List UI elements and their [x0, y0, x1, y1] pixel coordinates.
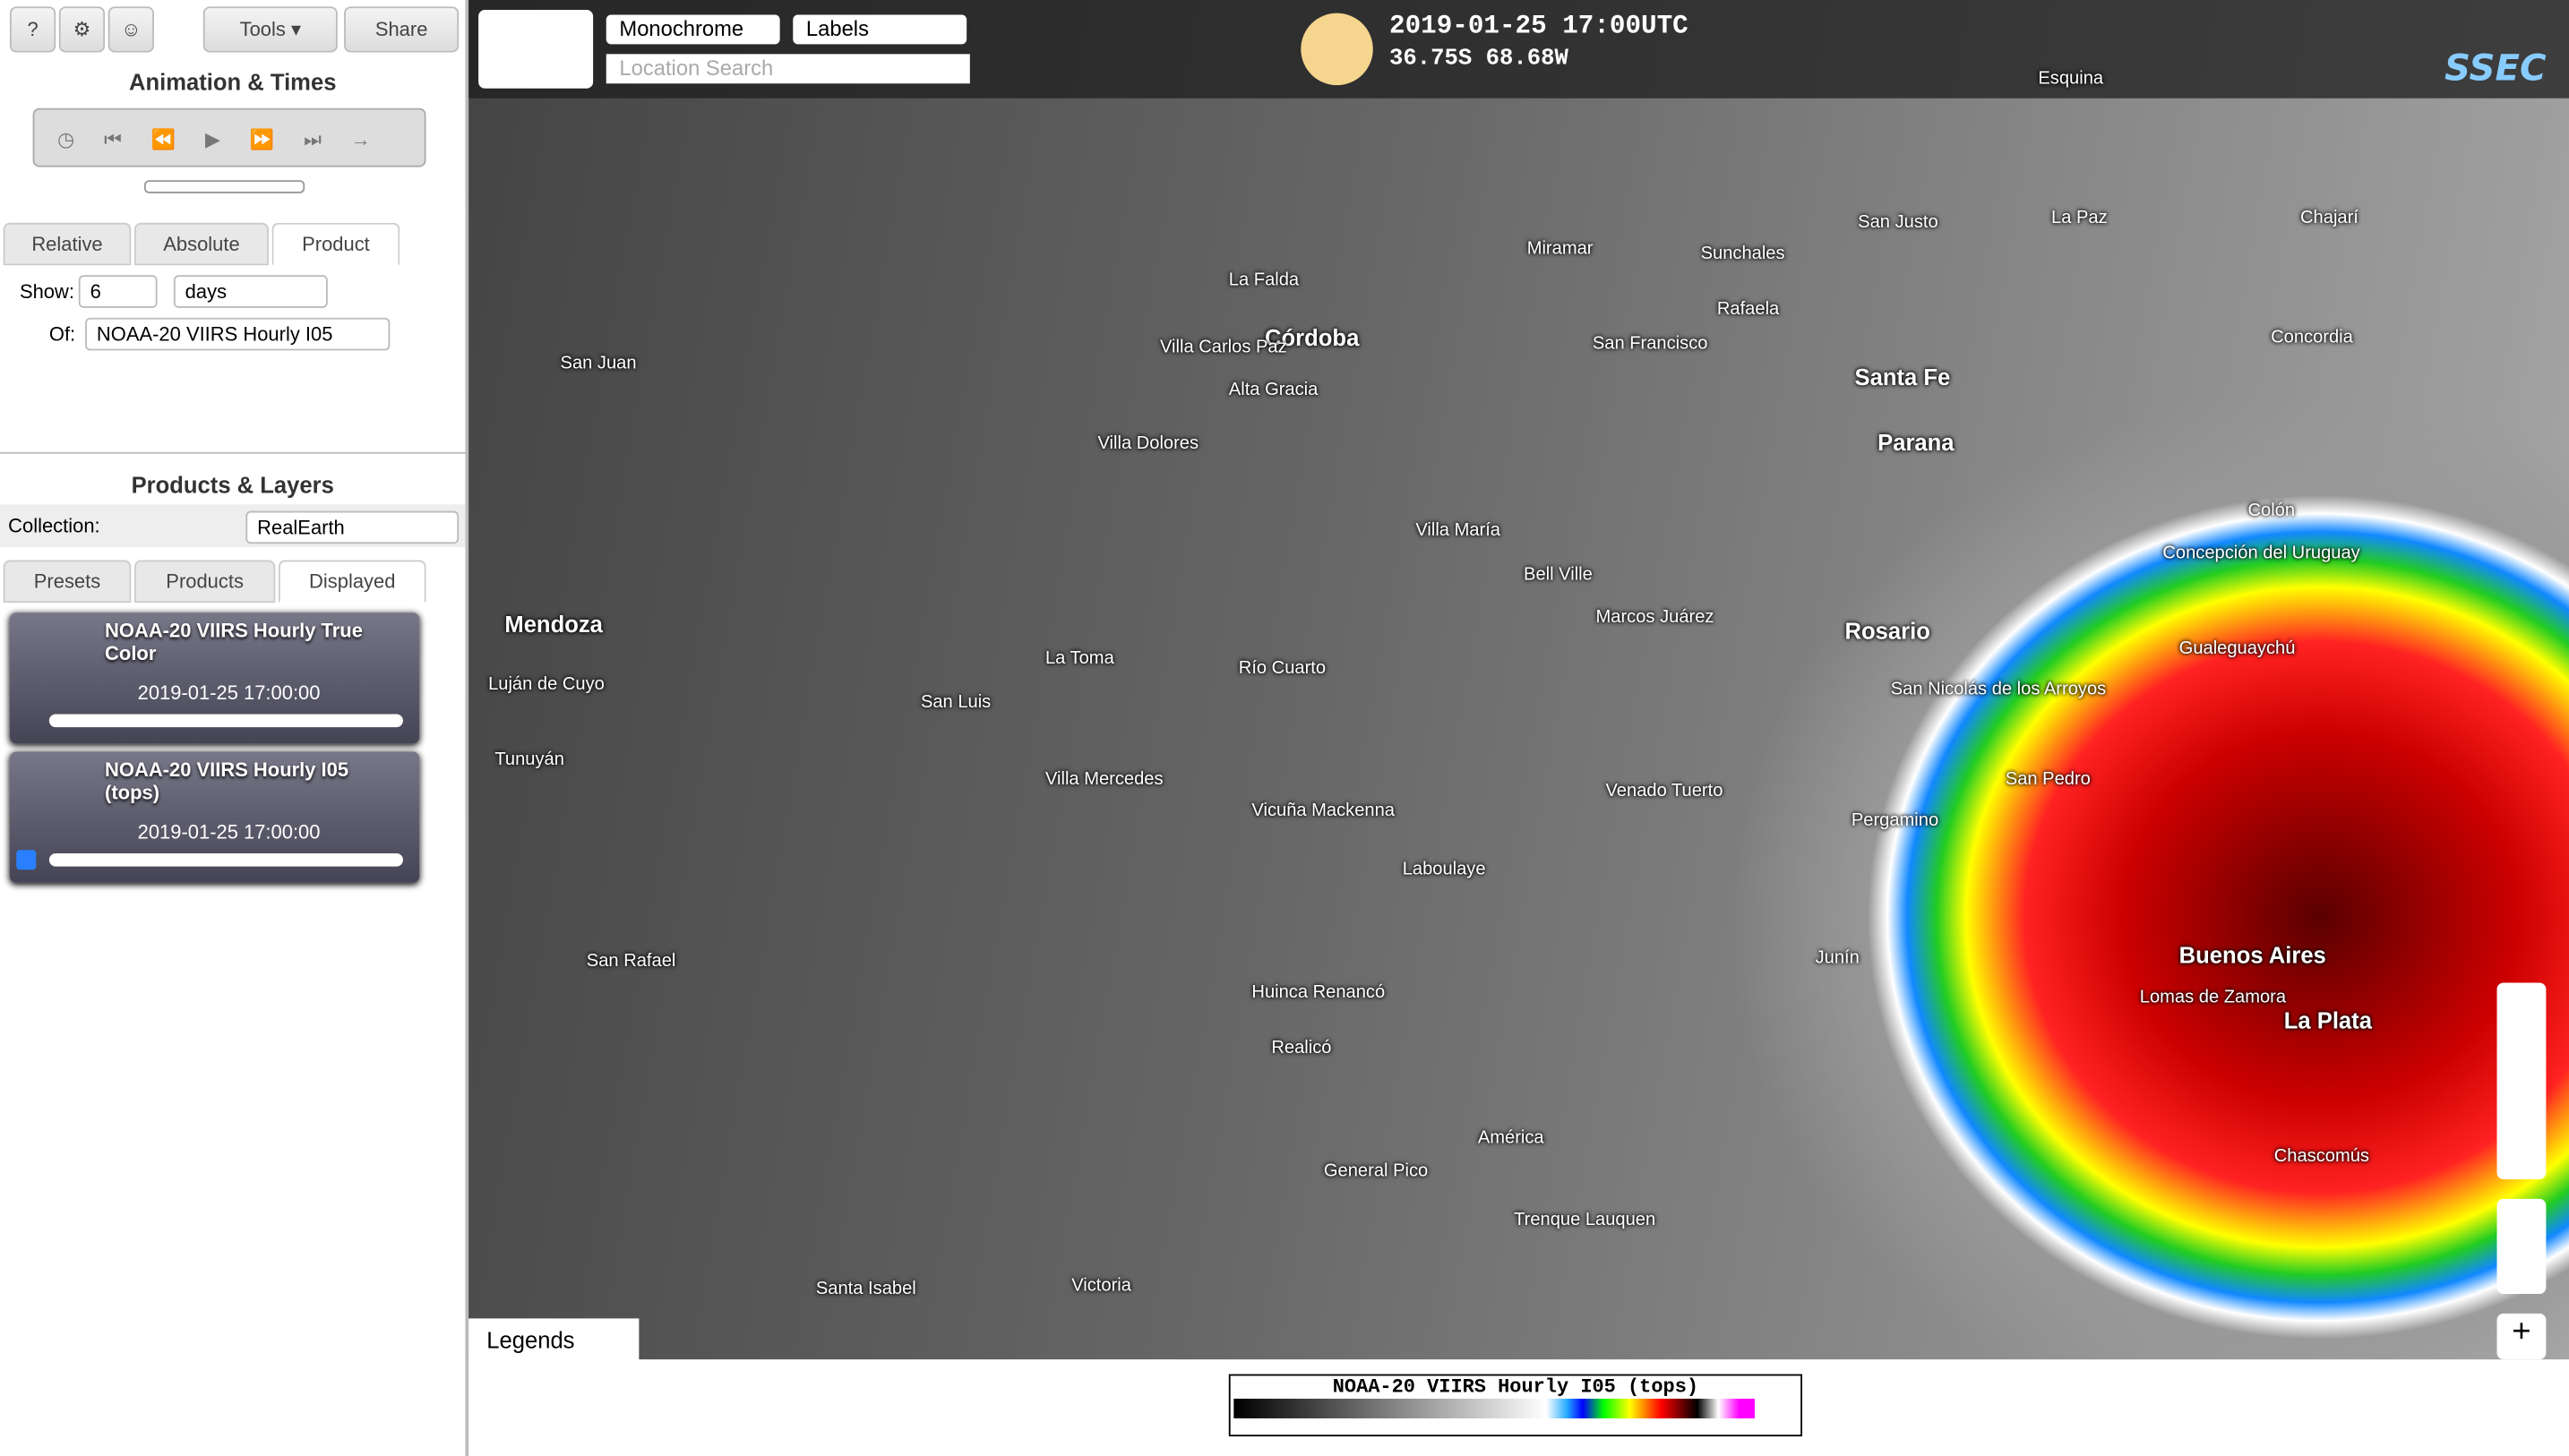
map-label: Luján de Cuyo — [488, 674, 605, 695]
location-search[interactable]: Location Search — [606, 54, 970, 84]
tab[interactable]: Absolute — [133, 222, 269, 266]
tab[interactable]: Relative — [3, 222, 132, 266]
coords: 36.75S 68.68W — [1389, 46, 1568, 73]
map-label: San Francisco — [1592, 334, 1708, 355]
map-label: Trenque Lauquen — [1514, 1210, 1656, 1230]
map-label: La Falda — [1228, 270, 1300, 290]
animation-controls[interactable]: ◷⏮⏪▶⏩⏭→ — [32, 107, 426, 167]
map-label: Realicó — [1271, 1038, 1332, 1058]
map-label: Chajarí — [2300, 208, 2358, 228]
map-label: Sunchales — [1700, 244, 1785, 264]
of-label: Of: — [48, 322, 76, 346]
map-label: San Juan — [560, 354, 637, 374]
settings-button[interactable]: ⚙ — [58, 6, 106, 53]
style-select[interactable]: Monochrome — [606, 14, 780, 45]
logo: SSEC — [2444, 48, 2547, 90]
datetime: 2019-01-25 17:00UTC — [1389, 11, 1688, 41]
map[interactable]: Monochrome Labels Location Search 2019-0… — [468, 0, 2569, 1360]
map-label: San Luis — [920, 692, 992, 713]
zoom-in[interactable]: + — [2496, 1313, 2547, 1360]
user-button[interactable]: ☺ — [107, 6, 154, 53]
map-label: General Pico — [1323, 1161, 1429, 1181]
legend-colorbar — [1233, 1399, 1755, 1418]
map-label: San Rafael — [586, 951, 676, 972]
map-label: Gualeguaychú — [2178, 638, 2296, 659]
show-input[interactable]: 6 — [78, 275, 158, 308]
map-label: Vicuña Mackenna — [1251, 801, 1396, 821]
edit-tools[interactable] — [2496, 1198, 2547, 1294]
collection-select[interactable]: RealEarth — [245, 510, 460, 544]
tab[interactable]: Product — [271, 222, 400, 266]
map-label: San Justo — [1858, 212, 1938, 233]
show-label: Show: — [19, 279, 74, 304]
layers-title: Products & Layers — [131, 471, 334, 499]
map-label: Buenos Aires — [2178, 941, 2326, 968]
map-label: Río Cuarto — [1238, 658, 1327, 679]
map-label: Rafaela — [1716, 299, 1780, 320]
map-label: Marcos Juárez — [1595, 607, 1714, 628]
map-label: Rosario — [1844, 617, 1930, 644]
map-label: Huinca Renancó — [1251, 982, 1386, 1003]
map-label: Lomas de Zamora — [2139, 987, 2287, 1007]
map-label: Esquina — [2038, 68, 2104, 89]
map-label: Villa Dolores — [1097, 433, 1199, 454]
map-label: Alta Gracia — [1228, 380, 1319, 400]
overlay-select[interactable]: Labels — [793, 14, 967, 45]
map-label: Mendoza — [504, 611, 603, 638]
map-label: La Plata — [2283, 1006, 2372, 1034]
legend: NOAA-20 VIIRS Hourly I05 (tops) — [1228, 1374, 1802, 1437]
map-label: San Pedro — [2005, 769, 2091, 790]
layer-name: NOAA-20 VIIRS Hourly I05 (tops) — [105, 758, 349, 805]
map-label: Bell Ville — [1524, 565, 1593, 585]
clock-icon — [1301, 13, 1373, 86]
basemap-button[interactable] — [478, 9, 594, 89]
map-label: Victoria — [1071, 1275, 1131, 1296]
tools-button[interactable]: Tools ▾ — [202, 6, 338, 53]
map-label: La Paz — [2051, 208, 2108, 228]
layer-time: 2019-01-25 17:00:00 — [137, 681, 321, 705]
map-label: Laboulaye — [1402, 860, 1486, 880]
map-label: Junín — [1815, 948, 1860, 968]
help-button[interactable]: ? — [9, 6, 56, 53]
product-select[interactable]: NOAA-20 VIIRS Hourly I05 — [85, 317, 391, 351]
map-label: Parana — [1877, 429, 1955, 456]
legends-tab[interactable]: Legends — [468, 1318, 640, 1361]
animation-title: Animation & Times — [128, 68, 337, 96]
map-label: Concordia — [2271, 327, 2353, 347]
map-label: Tunuyán — [494, 749, 564, 770]
unit-select[interactable]: days — [173, 275, 328, 308]
map-label: Santa Isabel — [815, 1279, 916, 1299]
map-label: Chascomús — [2273, 1146, 2369, 1167]
map-label: Concepción del Uruguay — [2162, 544, 2360, 564]
map-label: Venado Tuerto — [1605, 781, 1723, 801]
draw-tools[interactable] — [2496, 982, 2547, 1179]
map-label: Pergamino — [1851, 810, 1939, 831]
map-label: Colón — [2247, 501, 2296, 521]
map-label: Villa Mercedes — [1044, 769, 1164, 790]
layer-card[interactable]: NOAA-20 VIIRS Hourly True Color 2019-01-… — [9, 612, 420, 744]
layer-card[interactable]: NOAA-20 VIIRS Hourly I05 (tops) 2019-01-… — [9, 751, 420, 883]
sidebar: ? ⚙ ☺ Tools ▾ Share Animation & Times ◷⏮… — [0, 0, 469, 1456]
speed-slider[interactable] — [143, 180, 305, 193]
layer-name: NOAA-20 VIIRS Hourly True Color — [105, 619, 363, 665]
map-label: Santa Fe — [1854, 364, 1951, 390]
map-label: América — [1477, 1128, 1544, 1149]
map-label: Córdoba — [1265, 324, 1360, 351]
collection-label: Collection: — [8, 514, 100, 537]
tab[interactable]: Presets — [3, 560, 132, 604]
layer-time: 2019-01-25 17:00:00 — [137, 820, 321, 844]
map-label: Miramar — [1526, 239, 1594, 259]
share-button[interactable]: Share — [344, 6, 460, 53]
share-label: Share — [374, 18, 428, 41]
legend-title: NOAA-20 VIIRS Hourly I05 (tops) — [1332, 1375, 1699, 1400]
tab[interactable]: Displayed — [278, 560, 426, 604]
tab[interactable]: Products — [133, 560, 276, 604]
map-label: La Toma — [1044, 648, 1114, 669]
map-label: Villa María — [1415, 520, 1501, 541]
map-label: San Nicolás de los Arroyos — [1890, 680, 2107, 700]
tools-label: Tools — [239, 18, 286, 41]
map-label: Villa Carlos Paz — [1159, 337, 1287, 357]
